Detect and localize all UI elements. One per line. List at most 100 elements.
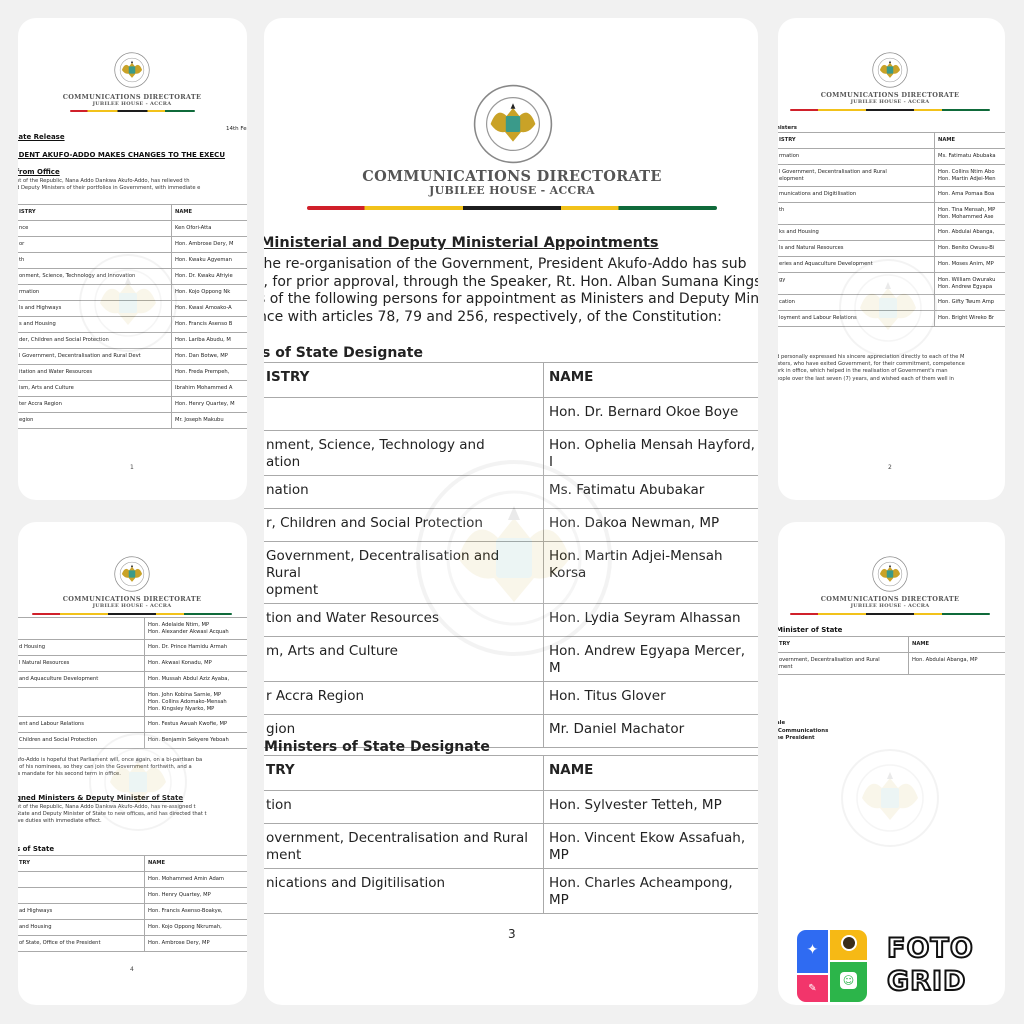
table-row: or Hon. Ambrose Dery, M bbox=[18, 237, 247, 253]
name-cell: Hon. Abdulai Abanga, MP bbox=[908, 653, 1005, 674]
table-header-row: TRY NAME bbox=[264, 756, 758, 791]
name-cell: Hon. Kwaku Agyeman bbox=[171, 253, 247, 268]
name-cell: Hon. Henry Quartey, MP bbox=[144, 888, 247, 903]
table-row: egion Mr. Joseph Makubu bbox=[18, 413, 247, 429]
ministry-header: ISTRY bbox=[779, 137, 796, 143]
name-cell: Hon. Dr. Kwaku Afriyie bbox=[171, 269, 247, 284]
signature-block: - ale Communications he President bbox=[778, 705, 829, 741]
page-thumbnail-4[interactable]: COMMUNICATIONS DIRECTORATE JUBILEE HOUSE… bbox=[18, 522, 247, 1005]
ministry-cell: ls and Natural Resources bbox=[779, 245, 844, 251]
table-row: munications and Digitilisation Hon. Ama P… bbox=[778, 187, 1005, 203]
table-row: Hon. Mohammed Amin Adam bbox=[18, 872, 247, 888]
name-cell: Hon. Bright Wireko Br bbox=[934, 311, 1005, 326]
release-date: 14th Fe bbox=[226, 126, 247, 132]
name-header: NAME bbox=[144, 856, 247, 871]
fotogrid-logo: ✦ ✎ ☺ FOTO GRID bbox=[797, 930, 977, 1002]
ministry-header: ISTRY bbox=[19, 209, 36, 215]
ministry-cell: overnment, Decentralisation and Rural me… bbox=[266, 830, 528, 863]
name-cell: Hon. Ama Pomaa Boa bbox=[934, 187, 1005, 202]
flag-color-bar bbox=[790, 109, 990, 111]
release-paragraph: nt of the Republic, Nana Addo Dankwa Aku… bbox=[18, 178, 201, 192]
table-row: r Accra Region Hon. Titus Glover bbox=[264, 682, 758, 715]
table-row: ks and Housing Hon. Abdulai Abanga, bbox=[778, 225, 1005, 241]
name-cell: Hon. Adelaide Ntim, MP Hon. Alexander Ak… bbox=[144, 618, 247, 639]
sparkle-icon: ✦ bbox=[797, 930, 828, 973]
ministry-cell: gion bbox=[266, 721, 296, 737]
table-row: Hon. Adelaide Ntim, MP Hon. Alexander Ak… bbox=[18, 618, 247, 640]
minister-of-state-table: TRY NAME overnment, Decentralisation and R… bbox=[778, 636, 1005, 675]
name-cell: Hon. Henry Quartey, M bbox=[171, 397, 247, 412]
ministry-cell: nment, Science, Technology and ation bbox=[266, 437, 485, 470]
flag-color-bar bbox=[790, 613, 990, 615]
name-cell: Ms. Fatimatu Abubaka bbox=[934, 149, 1005, 164]
ministry-cell: l Government, Decentralisation and Rural… bbox=[779, 169, 887, 182]
name-cell: Hon. Sylvester Tetteh, MP bbox=[543, 791, 758, 823]
ministry-header: TRY bbox=[19, 860, 31, 866]
office-of-president-seal-icon bbox=[872, 52, 908, 88]
name-cell: Hon. Kojo Oppong Nk bbox=[171, 285, 247, 300]
fotogrid-app-icon: ✦ ✎ ☺ bbox=[797, 930, 867, 1002]
intro-line: nce with articles 78, 79 and 256, respec… bbox=[264, 308, 722, 325]
name-header: NAME bbox=[543, 363, 758, 397]
ministry-cell: overnment, Decentralisation and Rural me… bbox=[779, 657, 880, 670]
name-cell: Hon. Francis Asenso B bbox=[171, 317, 247, 332]
fotogrid-line-1: FOTO bbox=[886, 932, 974, 965]
ministry-cell: ks and Housing bbox=[779, 229, 819, 235]
seal-watermark-icon bbox=[89, 733, 187, 831]
ministry-cell bbox=[18, 688, 144, 716]
directorate-title: COMMUNICATIONS DIRECTORATE bbox=[62, 93, 202, 101]
table-row: gion Mr. Daniel Machator bbox=[264, 715, 758, 748]
name-cell: Hon. Mohammed Amin Adam bbox=[144, 872, 247, 887]
section-label: nisters bbox=[778, 125, 797, 131]
intro-paragraph: the re-organisation of the Government, P… bbox=[264, 256, 758, 326]
ministry-cell bbox=[18, 872, 144, 887]
name-cell: Mr. Joseph Makubu bbox=[171, 413, 247, 428]
name-cell: Mr. Daniel Machator bbox=[543, 715, 758, 747]
ministry-cell: s and Housing bbox=[19, 321, 56, 327]
page-thumbnail-5[interactable]: COMMUNICATIONS DIRECTORATE JUBILEE HOUSE… bbox=[778, 522, 1005, 1005]
table-row: Hon. Henry Quartey, MP bbox=[18, 888, 247, 904]
name-cell: Hon. Dan Botwe, MP bbox=[171, 349, 247, 364]
table-row: nment, Science, Technology and ation Hon.… bbox=[264, 431, 758, 476]
page-number: 4 bbox=[130, 966, 134, 973]
table-row: m, Arts and Culture Hon. Andrew Egyapa Me… bbox=[264, 637, 758, 682]
table-row: l Government, Decentralisation and Rural… bbox=[778, 165, 1005, 187]
table-row: and Housing Hon. Kojo Oppong Nkrumah, bbox=[18, 920, 247, 936]
table-row: ent and Labour Relations Hon. Festus Awua… bbox=[18, 717, 247, 733]
office-of-president-seal-icon bbox=[872, 556, 908, 592]
ministry-cell bbox=[264, 398, 543, 430]
section-label: s of State bbox=[18, 845, 55, 853]
flag-color-bar bbox=[32, 613, 232, 615]
page-thumbnail-1[interactable]: COMMUNICATIONS DIRECTORATE JUBILEE HOUSE… bbox=[18, 18, 247, 500]
ministry-cell: rmation bbox=[779, 153, 800, 159]
ministry-cell: and Housing bbox=[19, 924, 52, 930]
ministry-cell: ism, Arts and Culture bbox=[19, 385, 74, 391]
office-label: from Office bbox=[18, 168, 60, 176]
table-row: and Aquaculture Development Hon. Mussah A… bbox=[18, 672, 247, 688]
directorate-address: JUBILEE HOUSE - ACCRA bbox=[850, 99, 930, 105]
table-row: ism, Arts and Culture Ibrahim Mohammed A bbox=[18, 381, 247, 397]
ministry-cell: egion bbox=[19, 417, 34, 423]
table-header-row: ISTRY NAME bbox=[778, 133, 1005, 149]
ministry-cell: d Housing bbox=[19, 644, 46, 650]
table-row: Hon. Dr. Bernard Okoe Boye bbox=[264, 398, 758, 431]
name-cell: Hon. Akwasi Konadu, MP bbox=[144, 656, 247, 671]
ministry-cell: th bbox=[19, 257, 25, 263]
table-row: of State, Office of the President Hon. Am… bbox=[18, 936, 247, 952]
name-cell: Ibrahim Mohammed A bbox=[171, 381, 247, 396]
ministry-cell bbox=[18, 618, 144, 639]
page-thumbnail-3[interactable]: COMMUNICATIONS DIRECTORATE JUBILEE HOUSE… bbox=[264, 18, 758, 1005]
ministers-section-title: s of State Designate bbox=[264, 345, 423, 361]
page-number: 2 bbox=[888, 464, 892, 471]
name-cell: Hon. Ophelia Mensah Hayford, I bbox=[543, 431, 758, 475]
table-row: ad Highways Hon. Francis Asenso-Boakye, bbox=[18, 904, 247, 920]
seal-watermark-icon bbox=[416, 460, 612, 656]
ministry-cell: th bbox=[779, 207, 785, 213]
ministry-header: TRY bbox=[779, 641, 791, 647]
name-header: NAME bbox=[543, 756, 758, 790]
directorate-title: COMMUNICATIONS DIRECTORATE bbox=[820, 91, 960, 99]
name-cell: Hon. Ambrose Dery, MP bbox=[144, 936, 247, 951]
page-thumbnail-2[interactable]: COMMUNICATIONS DIRECTORATE JUBILEE HOUSE… bbox=[778, 18, 1005, 500]
appointments-title: Ministerial and Deputy Ministerial Appoi… bbox=[264, 235, 659, 251]
directorate-address: JUBILEE HOUSE - ACCRA bbox=[850, 603, 930, 609]
